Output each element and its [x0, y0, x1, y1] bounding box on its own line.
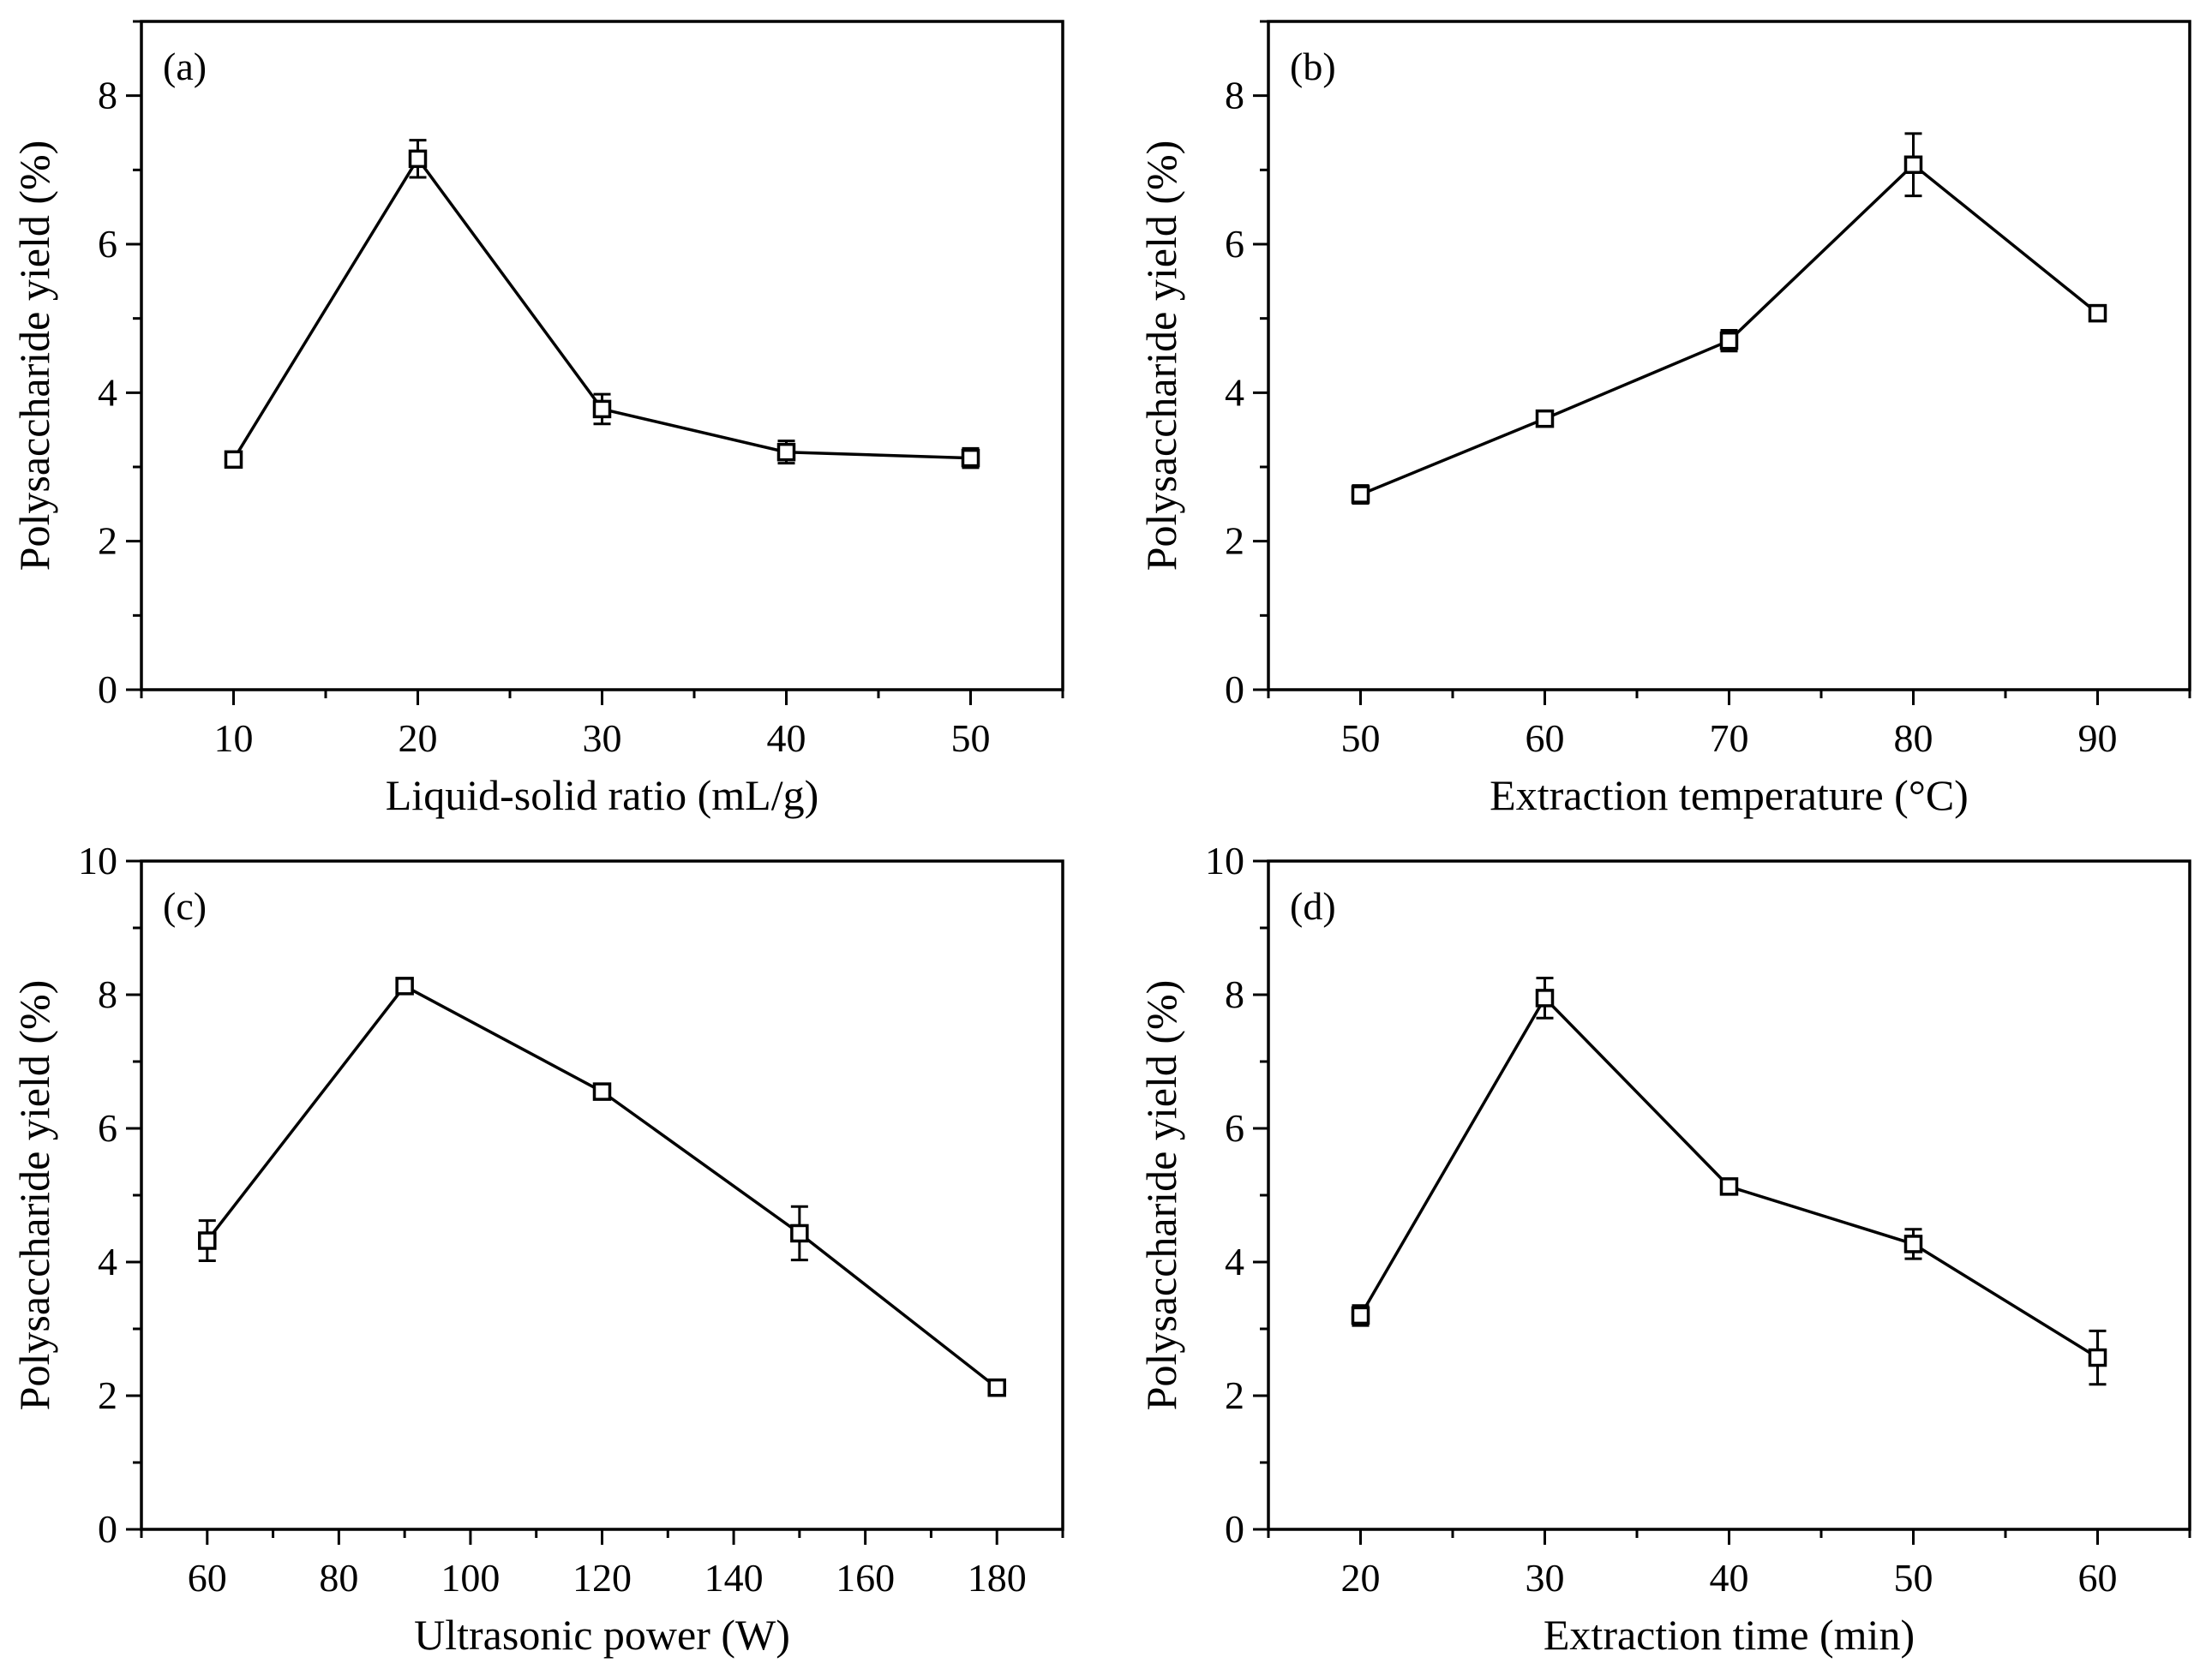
y-tick-label: 0	[98, 1507, 117, 1551]
plot-frame	[140, 20, 1064, 691]
y-tick-label: 4	[98, 370, 117, 414]
data-point-marker	[1903, 1235, 1923, 1253]
y-tick-label: 10	[1205, 839, 1244, 882]
y-tick-label: 6	[1225, 1106, 1244, 1150]
panel-a: 10 20 30 40 50 0 2 4 6 8 Liquid-solid ratio (mL/g)…	[10, 20, 1064, 819]
y-tick-label: 8	[1225, 74, 1244, 117]
series-line	[206, 984, 998, 1389]
data-point-marker	[790, 1223, 809, 1243]
x-axis-title: Extraction temperature (°C)	[1490, 771, 1969, 819]
y-tick-label: 2	[1225, 519, 1244, 563]
y-tick-label: 8	[1225, 972, 1244, 1016]
y-tick-label: 4	[98, 1240, 117, 1283]
data-point-marker	[961, 448, 980, 468]
y-tick-label: 0	[98, 667, 117, 711]
x-tick-label: 20	[1341, 1556, 1381, 1600]
x-tick-label: 30	[1526, 1556, 1565, 1600]
x-tick-label: 20	[399, 716, 438, 760]
y-tick-label: 8	[98, 74, 117, 117]
x-tick-label: 140	[704, 1556, 764, 1600]
plot-frame	[1267, 20, 2191, 691]
plot-frame	[140, 859, 1064, 1531]
x-axis-title: Extraction time (min)	[1544, 1611, 1915, 1659]
data-point-marker	[1351, 485, 1370, 504]
data-point-marker	[2088, 303, 2107, 323]
x-tick-label: 60	[2078, 1556, 2118, 1600]
data-point-marker	[1719, 1177, 1739, 1196]
data-point-marker	[224, 450, 243, 470]
data-point-marker	[1535, 409, 1555, 428]
data-point-marker	[198, 1231, 217, 1250]
y-tick-label: 6	[1225, 222, 1244, 266]
y-tick-label: 6	[98, 222, 117, 266]
x-tick-label: 180	[968, 1556, 1027, 1600]
x-tick-label: 50	[1341, 716, 1381, 760]
x-tick-label: 70	[1710, 716, 1749, 760]
x-tick-label: 10	[214, 716, 254, 760]
y-tick-label: 4	[1225, 370, 1244, 414]
x-tick-label: 80	[1894, 716, 1933, 760]
panel-c: 60 80 100 120 140 160 180 0 2 4 6 8 10 Ultrasonic pow…	[10, 839, 1064, 1659]
y-axis-title: Polysaccharide yield (%)	[1137, 980, 1185, 1411]
y-axis-title: Polysaccharide yield (%)	[10, 141, 58, 571]
y-axis-title: Polysaccharide yield (%)	[1137, 141, 1185, 571]
data-point-marker	[395, 977, 414, 996]
x-tick-label: 160	[836, 1556, 895, 1600]
y-tick-label: 2	[98, 519, 117, 563]
data-point-marker	[2088, 1348, 2107, 1367]
y-tick-label: 2	[98, 1373, 117, 1417]
x-tick-label: 40	[767, 716, 806, 760]
x-axis-title: Ultrasonic power (W)	[414, 1611, 790, 1659]
x-tick-label: 50	[1894, 1556, 1933, 1600]
x-tick-label: 100	[441, 1556, 500, 1600]
x-tick-label: 40	[1710, 1556, 1749, 1600]
y-tick-label: 0	[1225, 1507, 1244, 1551]
panel-b: 50 60 70 80 90 0 2 4 6 8 Extraction temperature (°…	[1137, 20, 2191, 819]
panel-label: (a)	[163, 45, 207, 88]
x-tick-label: 60	[188, 1556, 227, 1600]
data-point-marker	[1719, 331, 1739, 350]
x-tick-label: 120	[572, 1556, 632, 1600]
x-axis-title: Liquid-solid ratio (mL/g)	[386, 771, 818, 819]
x-tick-label: 60	[1526, 716, 1565, 760]
data-point-marker	[987, 1378, 1006, 1397]
data-point-marker	[1351, 1306, 1370, 1325]
y-tick-label: 8	[98, 972, 117, 1016]
y-tick-label: 10	[78, 839, 117, 882]
panel-label: (b)	[1290, 45, 1336, 88]
y-tick-label: 0	[1225, 667, 1244, 711]
x-tick-label: 50	[951, 716, 991, 760]
data-point-marker	[592, 399, 612, 419]
y-axis-title: Polysaccharide yield (%)	[10, 980, 58, 1411]
data-point-marker	[592, 1082, 612, 1101]
data-point-marker	[1903, 155, 1923, 175]
data-point-marker	[776, 442, 796, 462]
x-tick-label: 80	[319, 1556, 358, 1600]
data-point-marker	[408, 149, 428, 169]
y-tick-label: 4	[1225, 1240, 1244, 1283]
y-tick-label: 6	[98, 1106, 117, 1150]
x-tick-label: 30	[583, 716, 622, 760]
panel-label: (c)	[163, 884, 207, 928]
panel-label: (d)	[1290, 884, 1336, 928]
x-tick-label: 90	[2078, 716, 2118, 760]
y-tick-label: 2	[1225, 1373, 1244, 1417]
data-point-marker	[1535, 989, 1555, 1008]
panel-d: 20 30 40 50 60 0 2 4 6 8 10 Extraction time (min) Po…	[1137, 839, 2191, 1659]
